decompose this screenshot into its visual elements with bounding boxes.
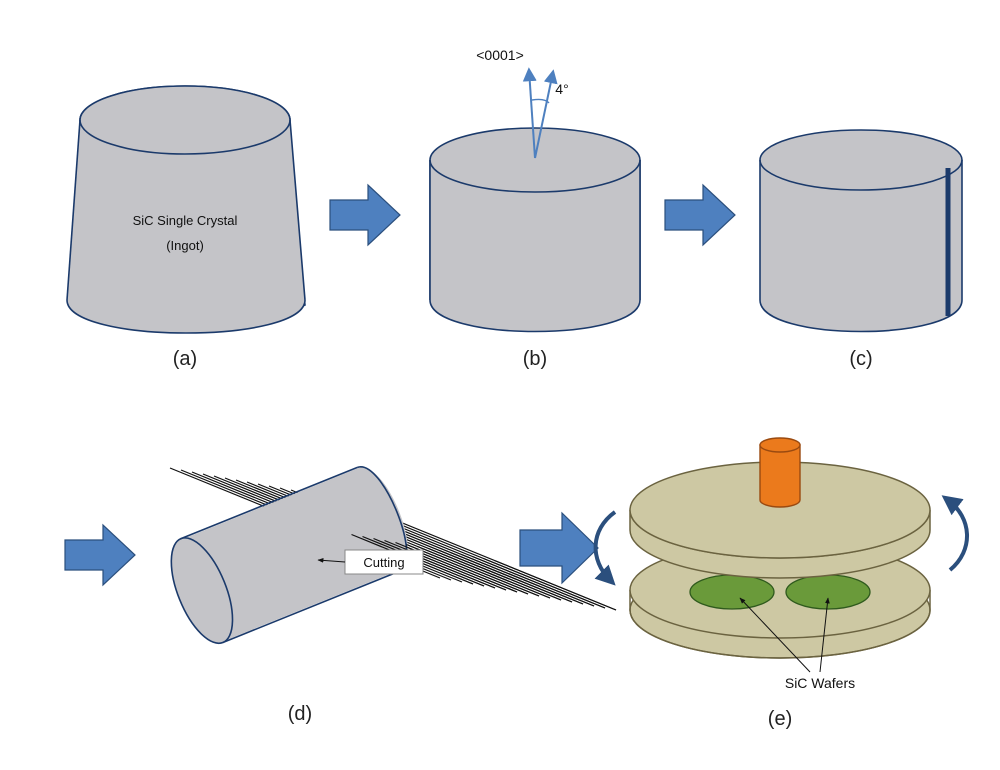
orientation-label: <0001>: [476, 47, 524, 63]
wafer-right: [786, 575, 870, 609]
ingot-title-line1: SiC Single Crystal: [133, 213, 238, 228]
angle-label: 4°: [555, 81, 568, 97]
arrow-a-to-b: [330, 185, 400, 245]
panel-d: Cutting (d): [159, 459, 616, 725]
panel-a-label: (a): [173, 348, 197, 370]
panel-b-label: (b): [523, 348, 547, 370]
rotation-arrow-right: [948, 500, 967, 570]
panel-d-label: (d): [288, 703, 312, 725]
cylinder-b: [430, 128, 640, 332]
arrow-to-d: [65, 525, 135, 585]
panel-e-label: (e): [768, 708, 792, 730]
panel-c: (c): [760, 130, 962, 370]
panel-a: SiC Single Crystal (Ingot) (a): [67, 86, 305, 370]
cylinder-c: [760, 130, 962, 332]
panel-b: <0001> 4° (b): [430, 47, 640, 370]
ingot-title-line2: (Ingot): [166, 238, 204, 253]
cutting-callout-text: Cutting: [363, 555, 404, 570]
spindle: [760, 438, 800, 507]
wafers-callout-text: SiC Wafers: [785, 675, 855, 691]
wafer-left: [690, 575, 774, 609]
arrow-b-to-c: [665, 185, 735, 245]
ingot-shape: [67, 86, 305, 333]
panel-e: SiC Wafers (e): [596, 438, 967, 730]
arrow-d-to-e: [520, 513, 598, 583]
panel-c-label: (c): [849, 348, 872, 370]
rotation-arrow-left: [596, 512, 615, 580]
